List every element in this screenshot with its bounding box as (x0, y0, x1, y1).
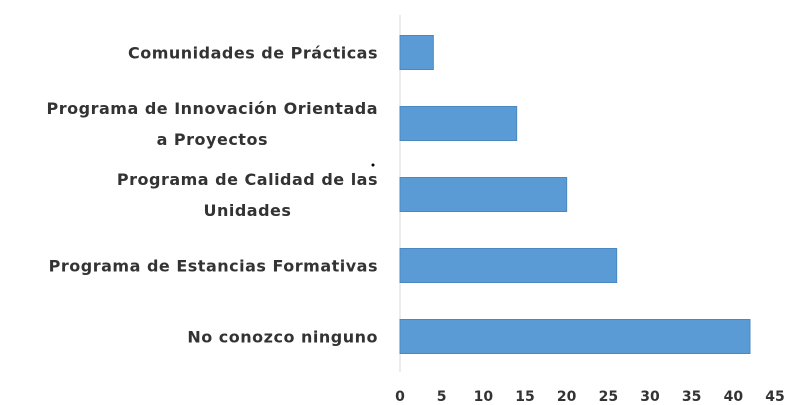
category-label: Programa de Innovación Orientada a Proye… (46, 98, 378, 149)
category-label: No conozco ninguno (187, 327, 378, 346)
x-tick-label: 35 (682, 389, 701, 405)
bar (399, 177, 568, 212)
category-label: Comunidades de Prácticas (127, 43, 378, 62)
bar (399, 319, 751, 354)
bar (399, 106, 518, 141)
x-tick-label: 25 (599, 389, 618, 405)
x-tick-label: 0 (395, 389, 405, 405)
dot (371, 163, 375, 167)
x-tick-label: 45 (765, 389, 784, 405)
x-tick-label: 10 (474, 389, 494, 405)
bar (399, 248, 618, 283)
category-label: Programa de Estancias Formativas (48, 256, 378, 275)
x-tick-label: 5 (437, 389, 447, 405)
category-label: Programa de Calidad de las Unidades (116, 169, 378, 220)
x-tick-label: 40 (724, 389, 744, 405)
x-tick-label: 15 (515, 389, 534, 405)
x-tick-label: 30 (640, 389, 660, 405)
bar (399, 35, 434, 70)
x-tick-label: 20 (557, 389, 577, 405)
